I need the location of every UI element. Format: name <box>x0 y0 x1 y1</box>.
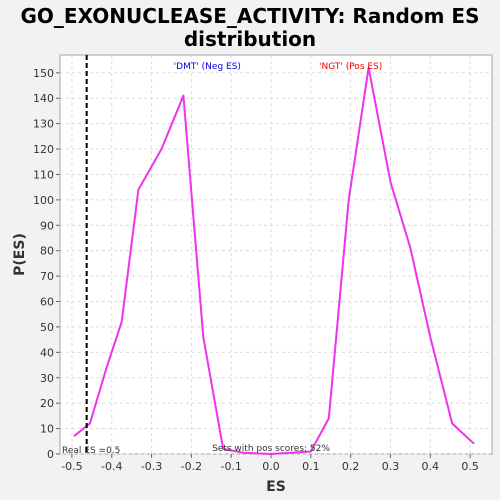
y-tick-label: 0 <box>47 448 54 461</box>
y-tick-label: 30 <box>40 372 54 385</box>
x-tick-label: -0.3 <box>141 460 162 473</box>
annotation-layer: 'DMT' (Neg ES) 'NGT' (Pos ES) Real ES =0… <box>62 62 382 456</box>
y-tick-label: 70 <box>40 270 54 283</box>
plot-area <box>59 54 493 455</box>
y-tick-label: 50 <box>40 321 54 334</box>
y-tick-label: 90 <box>40 219 54 232</box>
x-tick-label: 0.3 <box>382 460 400 473</box>
x-tick-label: 0.0 <box>262 460 280 473</box>
axis-ticks: -0.5 -0.4 -0.3 -0.2 -0.1 0.0 0.1 0.2 0.3 0.4 0.5 0 1… <box>33 67 479 473</box>
y-tick-label: 60 <box>40 296 54 309</box>
y-tick-label: 130 <box>33 118 54 131</box>
x-tick-label: -0.1 <box>220 460 241 473</box>
y-tick-label: 150 <box>33 67 54 80</box>
pos-es-annotation: 'NGT' (Pos ES) <box>319 62 382 72</box>
y-tick-label: 20 <box>40 397 54 410</box>
y-tick-label: 80 <box>40 245 54 258</box>
neg-es-annotation: 'DMT' (Neg ES) <box>174 62 241 72</box>
y-tick-label: 140 <box>33 92 54 105</box>
x-tick-label: 0.5 <box>461 460 479 473</box>
x-tick-label: 0.2 <box>342 460 360 473</box>
y-axis-label: P(ES) <box>12 233 28 276</box>
y-tick-label: 120 <box>33 143 54 156</box>
x-tick-label: -0.4 <box>101 460 122 473</box>
distribution-line <box>73 66 475 455</box>
x-tick-label: -0.5 <box>61 460 82 473</box>
chart-title-line-1: GO_EXONUCLEASE_ACTIVITY: Random ES <box>21 4 480 28</box>
real-es-label: Real ES =0.5 <box>62 446 120 456</box>
x-axis-label: ES <box>266 479 286 495</box>
pos-scores-label: Sets with pos scores: 52% <box>212 444 330 454</box>
y-tick-label: 100 <box>33 194 54 207</box>
y-tick-label: 110 <box>33 168 54 181</box>
x-tick-label: -0.2 <box>181 460 202 473</box>
y-tick-label: 40 <box>40 346 54 359</box>
series-layer <box>73 66 475 455</box>
grid <box>60 55 492 455</box>
chart-title-line-2: distribution <box>184 27 316 51</box>
x-tick-label: 0.4 <box>422 460 440 473</box>
y-tick-label: 10 <box>40 423 54 436</box>
x-tick-label: 0.1 <box>302 460 320 473</box>
